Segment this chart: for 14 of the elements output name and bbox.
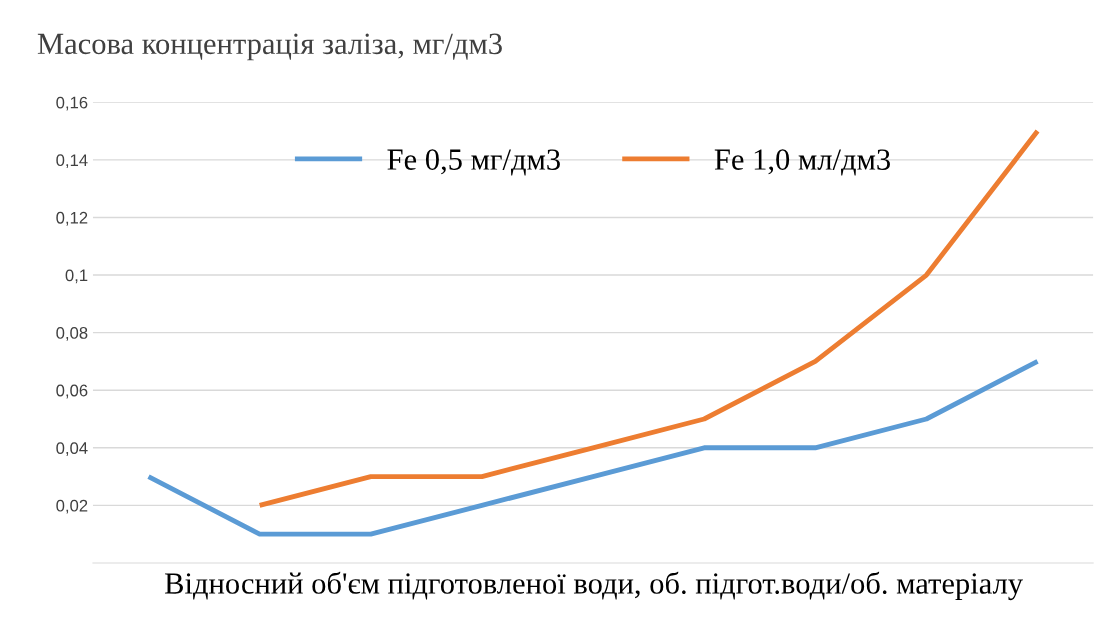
y-tick-label: 0,02 — [56, 499, 88, 514]
line-series — [146, 358, 1040, 537]
legend-label: Fe 0,5 мг/дм3 — [387, 149, 560, 176]
y-axis-title: Масова концентрація заліза, мг/дм3 — [37, 33, 502, 61]
y-tick-label: 0,1 — [65, 269, 88, 284]
legend-label: Fe 1,0 мл/дм3 — [714, 149, 890, 176]
y-tick-label: 0,12 — [56, 211, 88, 226]
y-tick-label: 0,16 — [56, 96, 88, 111]
x-axis-title: Відносний об'єм підготовленої води, об. підгот.води/об. матеріалу — [164, 571, 1023, 601]
y-tick-label: 0,06 — [56, 384, 88, 399]
y-tick-label: 0,08 — [56, 327, 88, 341]
y-tick-label: 0,04 — [56, 442, 88, 456]
line-series — [257, 128, 1040, 508]
y-tick-label: 0,14 — [56, 154, 88, 169]
